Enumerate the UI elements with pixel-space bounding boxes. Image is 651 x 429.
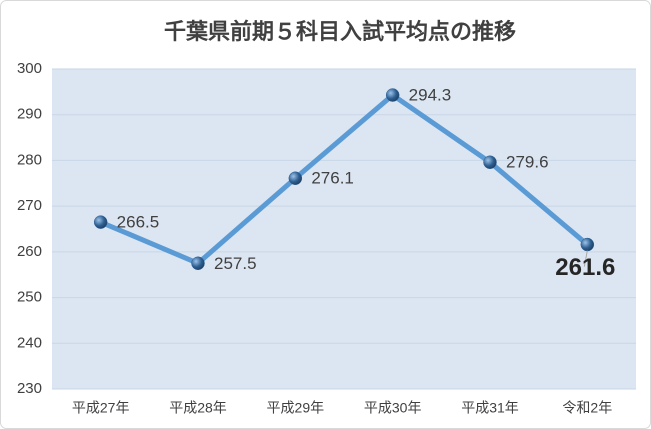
data-point bbox=[580, 237, 595, 252]
x-tick-label: 平成28年 bbox=[169, 400, 227, 416]
y-tick-label: 230 bbox=[17, 380, 42, 397]
y-tick-label: 270 bbox=[17, 197, 42, 214]
data-label: 279.6 bbox=[506, 153, 549, 172]
data-label: 276.1 bbox=[311, 169, 354, 188]
y-tick-label: 290 bbox=[17, 106, 42, 123]
y-tick-label: 260 bbox=[17, 243, 42, 260]
data-label: 266.5 bbox=[117, 213, 160, 232]
x-tick-label: 平成27年 bbox=[72, 400, 130, 416]
data-label: 294.3 bbox=[409, 86, 452, 105]
x-tick-label: 平成30年 bbox=[364, 400, 422, 416]
chart-title: 千葉県前期５科目入試平均点の推移 bbox=[164, 19, 516, 44]
y-tick-label: 280 bbox=[17, 151, 42, 168]
y-tick-label: 250 bbox=[17, 289, 42, 306]
leader-line bbox=[583, 250, 588, 267]
data-label: 261.6 bbox=[555, 254, 615, 281]
data-point bbox=[191, 256, 205, 271]
plot-area bbox=[52, 69, 636, 389]
data-point bbox=[385, 88, 400, 102]
data-point bbox=[93, 215, 108, 229]
y-tick-label: 240 bbox=[17, 334, 42, 351]
data-label: 257.5 bbox=[214, 254, 257, 273]
x-tick-label: 平成31年 bbox=[461, 400, 519, 416]
data-line bbox=[99, 92, 589, 266]
x-tick-label: 平成29年 bbox=[267, 400, 325, 416]
y-tick-label: 300 bbox=[17, 60, 42, 77]
data-point bbox=[483, 155, 497, 170]
data-point bbox=[288, 171, 303, 186]
x-tick-label: 令和2年 bbox=[562, 400, 612, 416]
